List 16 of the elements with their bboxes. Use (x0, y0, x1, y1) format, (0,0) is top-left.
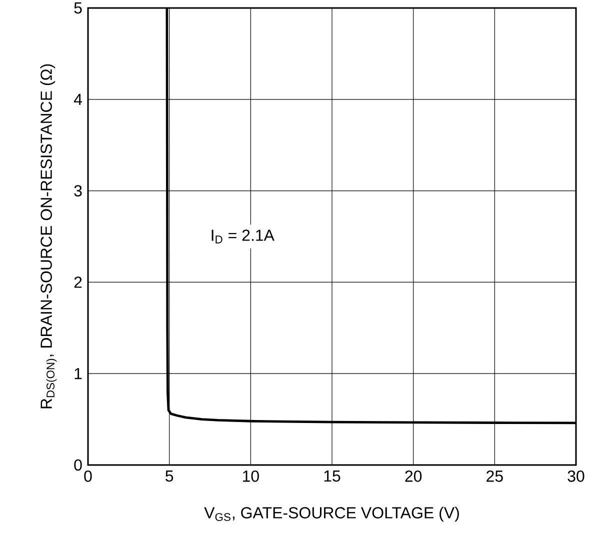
y-tick-label: 5 (74, 2, 82, 14)
y-tick-label: 2 (74, 276, 82, 288)
x-tick-label: 25 (486, 470, 503, 482)
y-tick-label: 4 (74, 94, 82, 105)
y-tick-label: 3 (74, 185, 82, 196)
x-tick-label: 20 (405, 470, 422, 482)
x-tick-label: 5 (166, 470, 174, 482)
y-axis-title: R$_{DS(ON)}$, DRAIN-SOURCE ON-RESISTANCE (Ω) (40, 64, 57, 408)
annotation: I$_{D}$ = 2.1A (212, 230, 274, 244)
y-tick-label: 0 (74, 459, 82, 471)
y-tick-label: 1 (74, 368, 82, 380)
x-tick-label: 0 (84, 470, 92, 482)
x-axis-title: V$_{GS}$, GATE-SOURCE VOLTAGE (V) (204, 506, 459, 522)
x-tick-label: 30 (568, 470, 584, 482)
x-tick-label: 10 (242, 470, 259, 482)
x-tick-label: 15 (324, 470, 340, 482)
